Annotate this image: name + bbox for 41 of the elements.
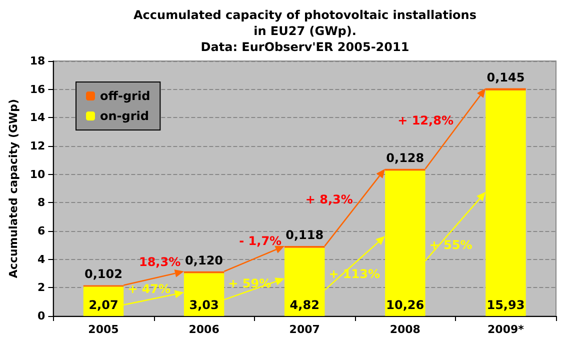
- bar: [385, 170, 426, 316]
- annotation: + 59%: [228, 276, 272, 291]
- x-tick-label: 2009*: [488, 323, 524, 336]
- data-label: 10,26: [386, 298, 424, 312]
- data-label: 0,128: [386, 150, 424, 165]
- y-tick-label: 0: [38, 310, 46, 322]
- data-label: 0,120: [185, 253, 224, 268]
- annotation: + 12,8%: [398, 113, 454, 128]
- legend-label: on-grid: [100, 109, 149, 123]
- y-tick-label: 4: [38, 252, 46, 266]
- y-tick-label: 16: [30, 82, 46, 96]
- data-label: 15,93: [486, 298, 525, 312]
- data-label: 0,102: [84, 267, 122, 282]
- chart-title: Accumulated capacity of photovoltaic installations in EU27 (GWp).: [134, 8, 476, 38]
- x-tick-label: 2007: [289, 323, 320, 336]
- bar: [284, 248, 325, 316]
- x-tick-label: 2008: [390, 323, 420, 336]
- x-tick-label: 2005: [88, 323, 119, 336]
- annotation: + 55%: [429, 238, 472, 252]
- x-tick-label: 2006: [188, 323, 220, 336]
- annotation: 18,3%: [138, 254, 181, 269]
- y-tick-label: 14: [30, 111, 46, 124]
- data-label: 0,118: [286, 228, 324, 242]
- y-tick-label: 10: [30, 168, 46, 181]
- y-tick-label: 8: [38, 196, 46, 210]
- annotation: + 47%: [128, 282, 171, 296]
- data-label: 3,03: [189, 298, 219, 312]
- annotation: - 1,7%: [239, 234, 282, 248]
- chart-subtitle: Data: EurObserv'ER 2005-2011: [200, 40, 410, 54]
- y-tick-label: 12: [30, 140, 46, 152]
- annotation: + 113%: [328, 267, 380, 282]
- data-label: 4,82: [290, 298, 320, 312]
- data-label: 2,07: [88, 298, 118, 312]
- y-tick-label: 18: [30, 54, 46, 68]
- legend-label: off-grid: [100, 89, 150, 103]
- annotation: + 8,3%: [305, 192, 353, 207]
- y-tick-label: 2: [38, 281, 46, 294]
- y-axis-title: Accumulated capacity (GWp): [7, 98, 20, 278]
- bar: [486, 90, 526, 316]
- y-tick-label: 6: [38, 224, 46, 238]
- data-label: 0,145: [486, 70, 525, 84]
